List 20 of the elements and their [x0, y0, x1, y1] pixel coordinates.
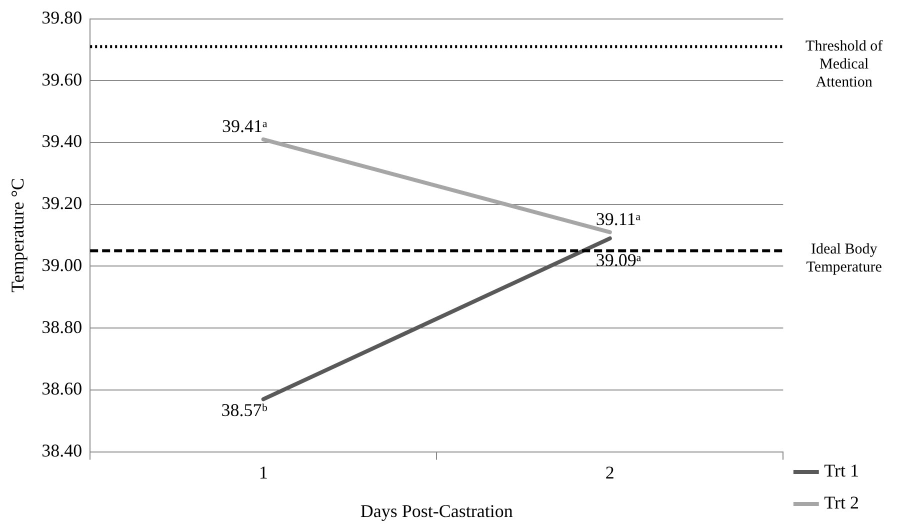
y-tick-label: 38.40 — [42, 440, 82, 461]
x-tick-label: 1 — [258, 462, 268, 482]
ref-line-label: Threshold of Medical Attention — [806, 38, 883, 91]
legend-label: Trt 2 — [824, 492, 859, 513]
y-tick-label: 39.80 — [42, 8, 82, 28]
y-tick-label: 39.40 — [42, 131, 82, 152]
y-tick-label: 39.60 — [42, 69, 82, 90]
data-label: 39.41ᵃ — [222, 116, 268, 136]
ref-line-label: Ideal Body Temperature — [806, 242, 882, 276]
data-label: 39.11ᵃ — [596, 208, 641, 229]
data-label: 39.09ᵃ — [596, 250, 642, 270]
data-label: 38.57ᵇ — [221, 400, 268, 420]
y-axis-title: Temperature °C — [8, 178, 28, 292]
x-axis-title: Days Post-Castration — [360, 500, 513, 521]
y-tick-label: 38.60 — [42, 378, 82, 399]
y-tick-label: 39.20 — [42, 193, 82, 214]
y-tick-label: 39.00 — [42, 254, 82, 275]
legend-label: Trt 1 — [824, 460, 859, 481]
y-tick-label: 38.80 — [42, 316, 82, 337]
x-tick-label: 2 — [605, 462, 614, 482]
